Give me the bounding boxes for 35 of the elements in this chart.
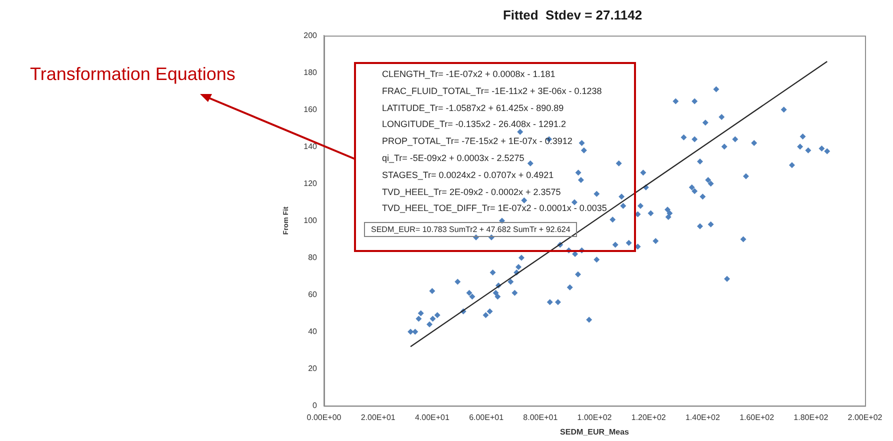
x-tick-label: 8.00E+01 [523,412,558,422]
annotation: SEDM_EUR= 10.783 SumTr2 + 47.682 SumTr + 92.624 [364,222,578,237]
annotation: STAGES_Tr= 0.0024x2 - 0.0707x + 0.4921 [382,168,555,182]
annotation: qi_Tr= -5E-09x2 + 0.0003x - 2.5275 [382,152,526,165]
x-tick-label: 1.40E+02 [685,412,720,422]
annotation: CLENGTH_Tr= -1E-07x2 + 0.0008x - 1.181 [382,68,556,81]
y-tick-label: 120 [304,178,318,188]
annotation: LONGITUDE_Tr= -0.135x2 - 26.408x - 1291.2 [382,118,568,132]
x-axis-title: SEDM_EUR_Meas [560,427,630,436]
x-tick-label: 6.00E+01 [469,412,504,422]
x-tick-label: 4.00E+01 [414,412,450,422]
x-tick-label: 1.80E+02 [794,412,829,422]
annotation: FRAC_FLUID_TOTAL_Tr= -1E-11x2 + 3E-06x - 0.1238 [382,84,603,98]
chart-title: Fitted Stdev = 27.1142 [502,7,642,22]
x-tick-label: 2.00E+02 [848,412,883,422]
y-tick-label: 160 [304,104,318,114]
x-tick-label: 2.00E+01 [360,412,396,422]
y-tick-label: 100 [304,216,318,225]
x-tick-label: 1.00E+02 [577,412,612,422]
y-tick-label: 20 [308,364,318,373]
y-tick-label: 40 [308,326,318,336]
y-tick-label: 0 [312,401,318,410]
text: Transformation Equations [30,64,236,85]
annotation: LATITUDE_Tr= -1.0587x2 + 61.425x - 890.89 [382,102,565,115]
y-tick-label: 80 [308,252,318,262]
x-tick-label: 0.00E+00 [306,412,342,422]
x-tick-label: 1.20E+02 [631,412,666,422]
annotation: TVD_HEEL_TOE_DIFF_Tr= 1E-07x2 - 0.0001x - 0.0035 [382,202,607,216]
y-tick-label: 180 [304,68,318,77]
y-tick-label: 60 [308,290,318,299]
y-tick-label: 140 [304,142,318,151]
y-tick-label: 200 [304,30,318,40]
x-tick-label: 1.60E+02 [740,412,775,422]
annotation: TVD_HEEL_Tr= 2E-09x2 - 0.0002x + 2.3575 [382,186,562,199]
annotation: PROP_TOTAL_Tr= -7E-15x2 + 1E-07x - 0.3912 [382,135,574,148]
